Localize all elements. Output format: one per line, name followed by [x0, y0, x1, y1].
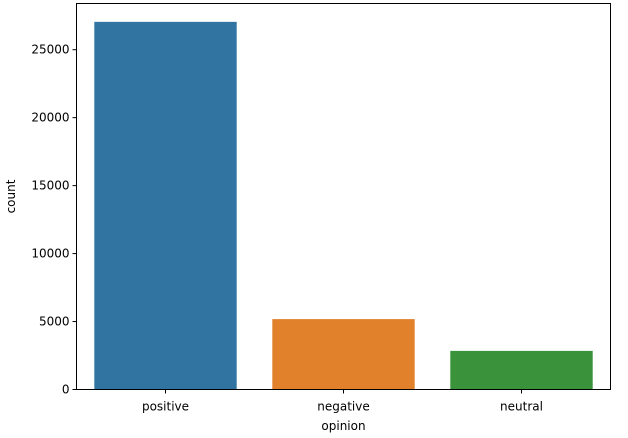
bar-positive — [94, 21, 237, 390]
bar-negative — [272, 319, 415, 390]
y-tick-label: 15000 — [31, 179, 69, 193]
x-tick-label-negative: negative — [317, 400, 369, 414]
y-tick-label: 5000 — [39, 315, 70, 329]
bar-neutral — [450, 350, 593, 390]
y-tick-label: 25000 — [31, 43, 69, 57]
x-tick-label-neutral: neutral — [500, 400, 543, 414]
y-axis-ticks: 0 5000 10000 15000 20000 25000 — [31, 43, 77, 397]
y-tick-label: 20000 — [31, 111, 69, 125]
y-axis-label: count — [4, 179, 18, 213]
x-tick-label-positive: positive — [142, 400, 189, 414]
y-tick-label: 10000 — [31, 247, 69, 261]
x-axis-label: opinion — [321, 419, 365, 433]
plot-frame — [76, 3, 611, 390]
bars-group — [94, 21, 593, 390]
y-tick-label: 0 — [62, 383, 70, 397]
x-axis-ticks: positive negative neutral — [142, 389, 543, 414]
